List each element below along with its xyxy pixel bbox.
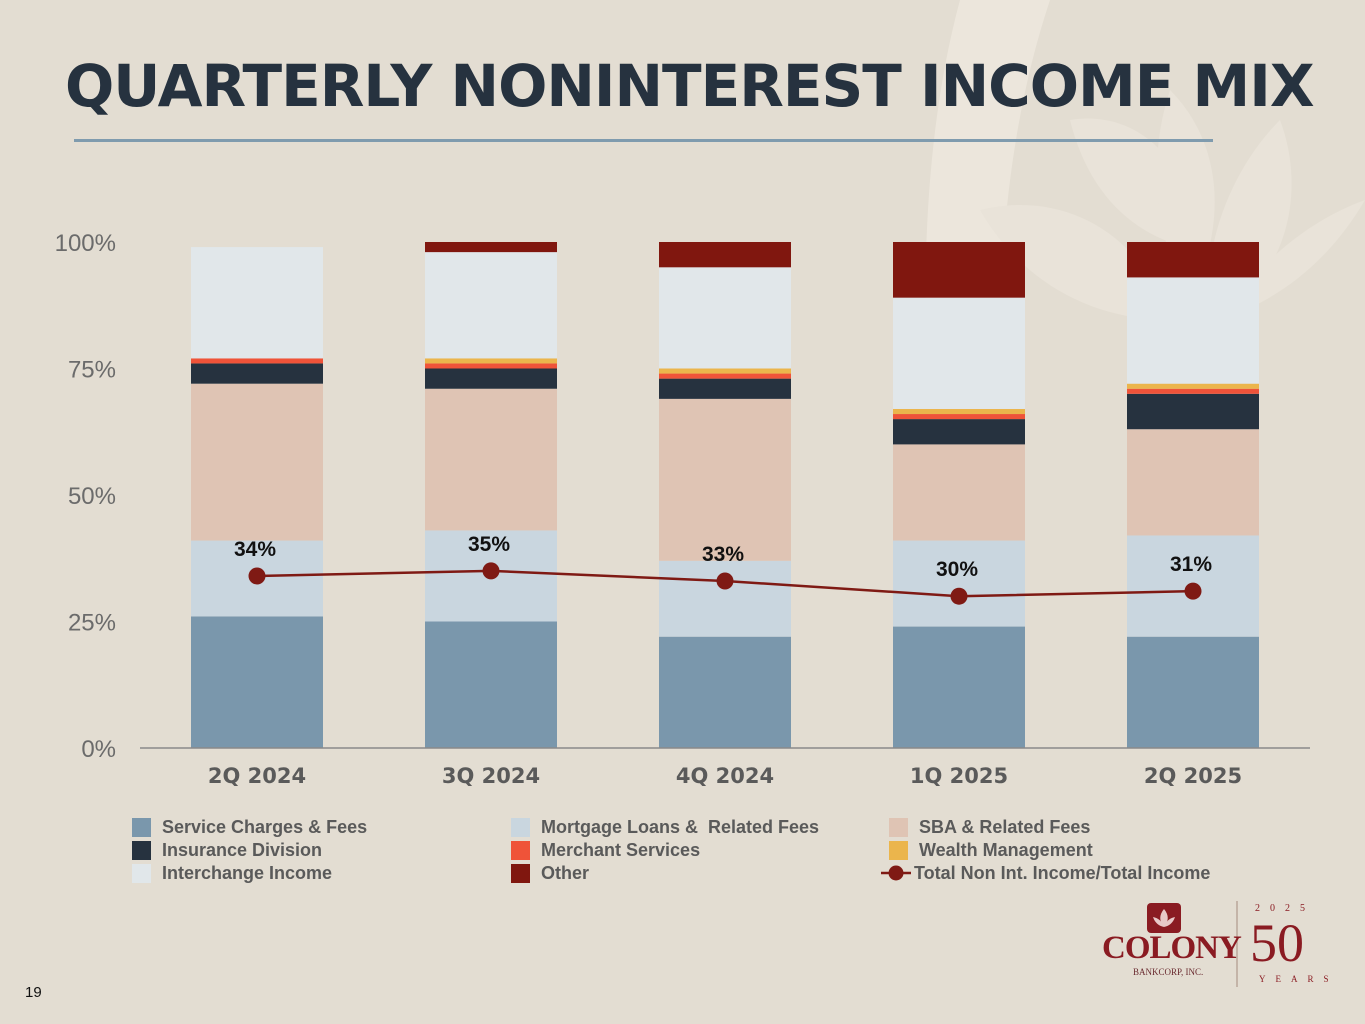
bar-segment xyxy=(191,247,323,359)
legend-item: Insurance Division xyxy=(132,840,322,860)
bar-segment xyxy=(659,267,791,369)
title-divider xyxy=(74,139,1213,142)
bar-segment xyxy=(191,383,323,541)
logo-anniversary: 50 xyxy=(1250,913,1304,973)
y-tick-label: 75% xyxy=(68,357,116,384)
y-tick-label: 25% xyxy=(68,610,116,637)
bar-segment xyxy=(659,636,791,748)
legend-swatch xyxy=(132,817,151,837)
legend-swatch xyxy=(132,863,151,883)
bar-segment xyxy=(893,626,1025,748)
noninterest-income-chart: 0% 25% 50% 75% 100% 2Q 2024 3Q 2024 4Q 2024 1Q 2… xyxy=(55,230,1310,788)
bar-segment xyxy=(893,242,1025,298)
legend-label: Interchange Income xyxy=(162,862,333,883)
x-tick-label: 3Q 2024 xyxy=(442,764,540,788)
x-tick-label: 2Q 2025 xyxy=(1144,764,1242,788)
chart-legend: Service Charges & Fees Mortgage Loans & R… xyxy=(132,817,1252,887)
legend-swatch xyxy=(511,863,530,883)
bar-segment xyxy=(425,368,557,389)
bar-segment xyxy=(659,242,791,268)
ratio-point xyxy=(482,562,500,580)
legend-label: Wealth Management xyxy=(919,839,1093,860)
bar-segment xyxy=(425,388,557,531)
x-tick-label: 1Q 2025 xyxy=(910,764,1008,788)
legend-swatch xyxy=(511,817,530,837)
bar-segment xyxy=(1127,393,1259,430)
bar-segment xyxy=(659,378,791,399)
legend-item: SBA & Related Fees xyxy=(889,817,1090,837)
legend-line-marker xyxy=(881,865,911,881)
x-tick-label: 2Q 2024 xyxy=(208,764,306,788)
ratio-data-label: 33% xyxy=(702,543,744,566)
logo-year: 2025 xyxy=(1255,903,1315,914)
legend-item: Interchange Income xyxy=(132,863,332,883)
bar-segment xyxy=(425,363,557,369)
ratio-point xyxy=(950,587,968,605)
legend-label: Total Non Int. Income/Total Income xyxy=(914,862,1211,883)
x-tick-label: 4Q 2024 xyxy=(676,764,774,788)
legend-swatch xyxy=(889,840,908,860)
logo-anniversary-label: YEARS xyxy=(1259,974,1339,984)
legend-label: Merchant Services xyxy=(541,839,701,860)
bar-segment xyxy=(425,358,557,364)
bar-segment xyxy=(893,444,1025,541)
bar-segment xyxy=(659,398,791,561)
bar-segment xyxy=(1127,242,1259,278)
legend-item: Mortgage Loans & Related Fees xyxy=(511,817,819,837)
bar-segment xyxy=(893,408,1025,415)
y-tick-label: 50% xyxy=(68,483,116,510)
bar-segment xyxy=(893,297,1025,409)
y-tick-label: 100% xyxy=(55,230,116,257)
page-number: 19 xyxy=(25,984,42,1001)
page-title: QUARTERLY NONINTEREST INCOME MIX xyxy=(65,52,1315,120)
legend-label: Service Charges & Fees xyxy=(162,816,368,837)
legend-item: Wealth Management xyxy=(889,840,1093,860)
bar-segment xyxy=(659,368,791,374)
bar-segment xyxy=(1127,388,1259,394)
ratio-data-label: 30% xyxy=(936,558,978,581)
ratio-point xyxy=(716,572,734,590)
legend-label: Mortgage Loans & Related Fees xyxy=(541,816,820,837)
legend-item: Merchant Services xyxy=(511,840,700,860)
bar-segment xyxy=(1127,429,1259,536)
legend-item: Other xyxy=(511,863,589,883)
ratio-data-label: 31% xyxy=(1170,553,1212,576)
legend-item: Service Charges & Fees xyxy=(132,817,367,837)
bar-segment xyxy=(893,414,1025,420)
bar-segment xyxy=(425,621,557,748)
bar-segment xyxy=(659,560,791,637)
legend-item: Total Non Int. Income/Total Income xyxy=(881,863,1210,883)
legend-swatch xyxy=(511,840,530,860)
logo-subtitle: BANKCORP, INC. xyxy=(1133,967,1204,977)
bar-segment xyxy=(191,363,323,384)
bar-segment xyxy=(191,616,323,748)
bar-segment xyxy=(1127,383,1259,389)
bar-segment xyxy=(191,358,323,364)
bar-segment xyxy=(425,242,557,253)
bar-segment xyxy=(1127,277,1259,384)
legend-label: Other xyxy=(541,862,590,883)
bar-segment xyxy=(659,373,791,379)
legend-swatch xyxy=(132,840,151,860)
colony-lotus-logo-icon xyxy=(1147,901,1238,987)
ratio-point xyxy=(248,567,266,585)
bar-segment xyxy=(1127,636,1259,748)
logo-name: COLONY xyxy=(1102,930,1242,966)
legend-swatch xyxy=(889,817,908,837)
bar-segment xyxy=(893,540,1025,627)
y-tick-label: 0% xyxy=(81,736,116,763)
legend-label: SBA & Related Fees xyxy=(919,816,1091,837)
ratio-data-label: 35% xyxy=(468,533,510,556)
bar-segment xyxy=(893,419,1025,445)
bar-segment xyxy=(425,252,557,359)
ratio-point xyxy=(1184,582,1202,600)
ratio-data-label: 34% xyxy=(234,538,276,561)
legend-label: Insurance Division xyxy=(162,839,323,860)
